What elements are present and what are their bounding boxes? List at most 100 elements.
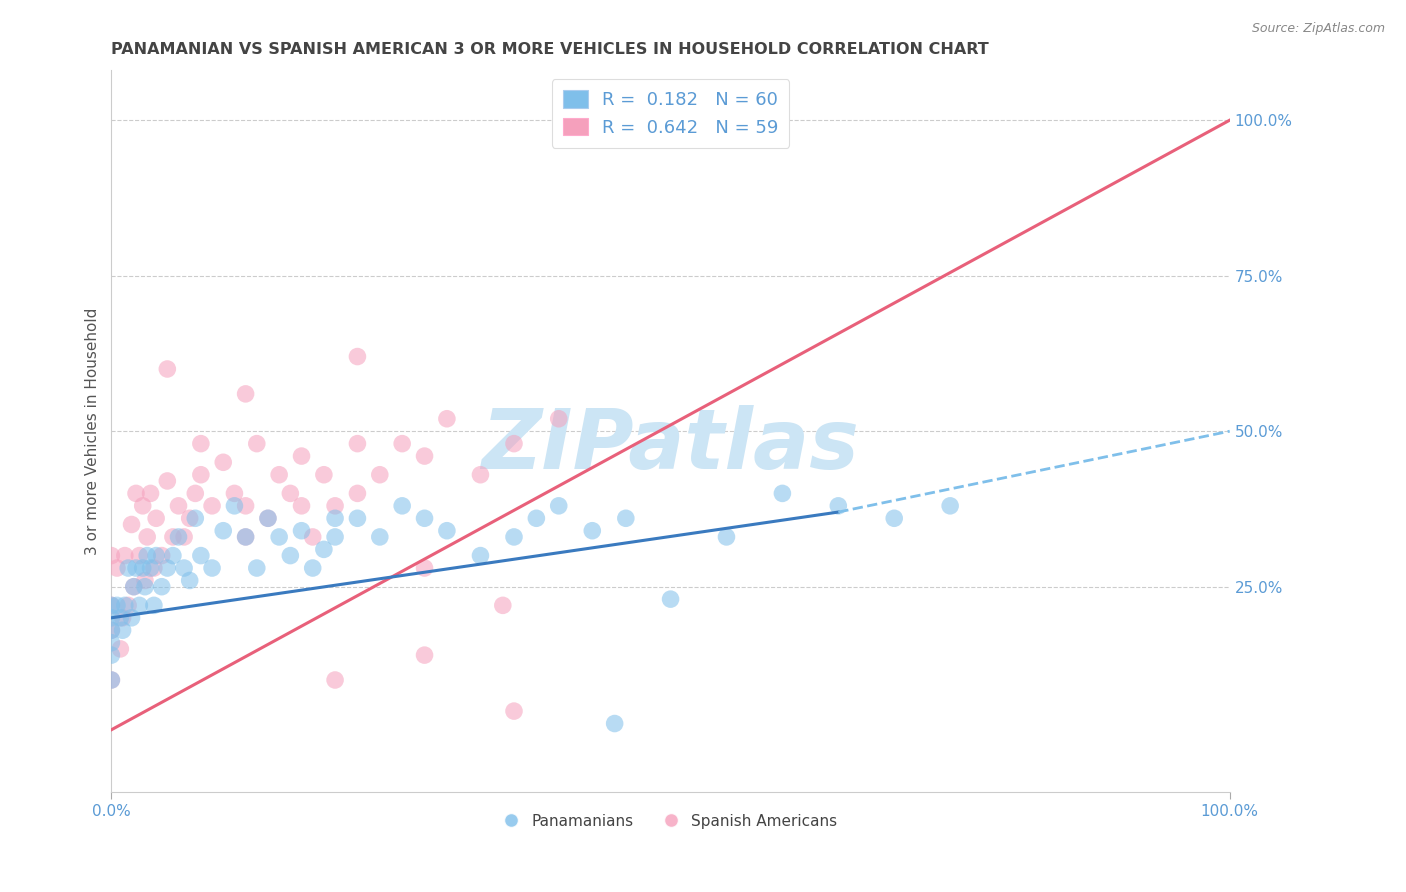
Point [110,611,132,625]
Point [659,592,682,607]
Point [128,599,150,613]
Point [312,467,335,482]
Point [125,486,148,500]
Point [212,524,235,538]
Y-axis label: 3 or more Vehicles in Household: 3 or more Vehicles in Household [86,308,100,555]
Point [100,624,122,638]
Point [290,449,312,463]
Point [125,561,148,575]
Point [167,499,190,513]
Point [413,648,436,662]
Legend: Panamanians, Spanish Americans: Panamanians, Spanish Americans [498,807,844,835]
Point [100,635,122,649]
Point [503,704,526,718]
Point [470,549,492,563]
Point [110,641,132,656]
Point [117,561,139,575]
Point [391,436,413,450]
Point [290,524,312,538]
Point [939,499,962,513]
Point [323,511,346,525]
Point [100,599,122,613]
Point [257,511,280,525]
Point [184,486,207,500]
Point [323,499,346,513]
Point [179,574,201,588]
Point [290,499,312,513]
Point [173,530,195,544]
Point [100,611,122,625]
Point [190,467,212,482]
Point [100,624,122,638]
Point [323,673,346,687]
Point [142,599,165,613]
Point [301,530,323,544]
Point [301,561,323,575]
Point [162,549,184,563]
Point [156,561,179,575]
Point [190,436,212,450]
Point [224,499,246,513]
Point [145,549,167,563]
Text: ZIPatlas: ZIPatlas [482,405,859,486]
Point [492,599,515,613]
Point [167,530,190,544]
Point [346,511,368,525]
Point [156,474,179,488]
Point [179,511,201,525]
Point [368,467,391,482]
Point [391,499,413,513]
Point [190,549,212,563]
Point [413,449,436,463]
Point [312,542,335,557]
Point [121,611,143,625]
Point [413,561,436,575]
Point [581,524,603,538]
Point [184,511,207,525]
Point [827,499,849,513]
Point [235,530,257,544]
Point [100,549,122,563]
Point [201,561,224,575]
Point [212,455,235,469]
Point [100,673,122,687]
Point [122,580,145,594]
Point [162,530,184,544]
Point [111,624,134,638]
Point [100,673,122,687]
Point [136,549,159,563]
Point [105,599,128,613]
Point [368,530,391,544]
Point [269,530,291,544]
Point [134,574,156,588]
Point [280,549,302,563]
Point [716,530,738,544]
Point [413,511,436,525]
Point [122,580,145,594]
Point [246,561,269,575]
Point [224,486,246,500]
Point [201,499,224,513]
Point [132,561,155,575]
Point [100,599,122,613]
Point [246,436,269,450]
Point [142,561,165,575]
Point [614,511,637,525]
Point [346,436,368,450]
Point [547,499,569,513]
Point [134,580,156,594]
Point [114,599,136,613]
Point [150,580,173,594]
Point [503,530,526,544]
Point [269,467,291,482]
Point [100,648,122,662]
Point [128,549,150,563]
Text: PANAMANIAN VS SPANISH AMERICAN 3 OR MORE VEHICLES IN HOUSEHOLD CORRELATION CHART: PANAMANIAN VS SPANISH AMERICAN 3 OR MORE… [111,42,990,57]
Point [503,436,526,450]
Point [105,561,128,575]
Point [280,486,302,500]
Point [346,350,368,364]
Point [346,486,368,500]
Point [132,499,155,513]
Point [323,530,346,544]
